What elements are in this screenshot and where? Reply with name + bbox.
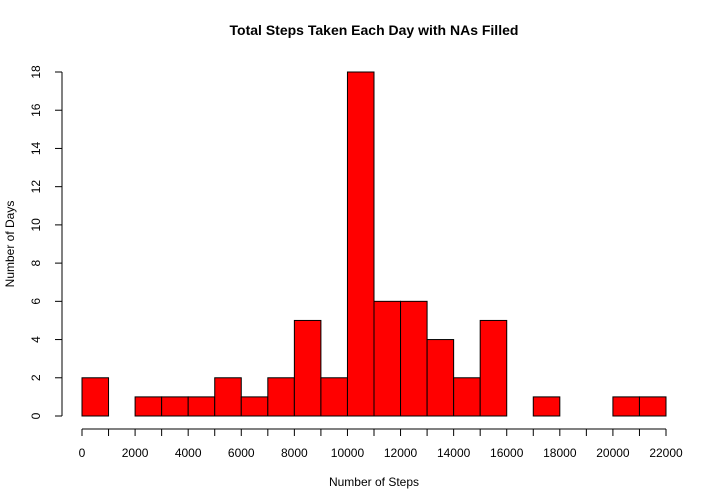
histogram-bar-5	[214, 377, 242, 417]
x-tick-label: 22000	[649, 446, 683, 460]
x-tick-label: 10000	[331, 446, 365, 460]
histogram-bar-21	[638, 396, 667, 417]
y-tick-label: 16	[29, 103, 43, 117]
y-tick-label: 18	[29, 65, 43, 79]
x-tick-label: 4000	[175, 446, 202, 460]
histogram-bar-15	[479, 319, 508, 417]
histogram-bar-0	[81, 377, 110, 417]
histogram-bar-7	[267, 377, 295, 417]
x-tick-label: 16000	[490, 446, 524, 460]
bars-group	[81, 71, 667, 417]
y-axis-label: Number of Days	[3, 201, 17, 288]
x-tick-label: 8000	[281, 446, 308, 460]
y-tick-label: 4	[29, 336, 43, 343]
histogram-bar-6	[240, 396, 269, 417]
y-tick-label: 14	[29, 141, 43, 155]
histogram-bar-20	[612, 396, 640, 417]
y-tick-label: 0	[29, 412, 43, 419]
y-axis: 0 2 4 6 8 10 12 14 16 18	[29, 65, 63, 419]
y-tick-label: 2	[29, 374, 43, 381]
histogram-bar-3	[161, 396, 189, 417]
histogram-bar-10	[346, 71, 375, 417]
x-tick-label: 14000	[437, 446, 471, 460]
y-tick-label: 10	[29, 218, 43, 232]
histogram-bar-4	[187, 396, 216, 417]
histogram-bar-11	[373, 300, 402, 417]
x-tick-label: 6000	[228, 446, 255, 460]
histogram-bar-17	[532, 396, 561, 417]
chart-title: Total Steps Taken Each Day with NAs Fill…	[230, 22, 519, 38]
y-tick-label: 8	[29, 259, 43, 266]
y-tick-label: 12	[29, 180, 43, 194]
x-tick-label: 18000	[543, 446, 577, 460]
histogram-bar-12	[400, 300, 428, 417]
x-axis-label: Number of Steps	[329, 475, 419, 489]
histogram-bar-14	[453, 377, 481, 417]
x-axis: 0 2000 4000 6000 8000 10000 12000 14000 16000 180…	[79, 428, 683, 460]
histogram-bar-2	[134, 396, 163, 417]
x-tick-label: 12000	[384, 446, 418, 460]
x-tick-label: 0	[79, 446, 86, 460]
y-tick-label: 6	[29, 298, 43, 305]
histogram-bar-8	[293, 319, 322, 417]
x-tick-label: 2000	[122, 446, 149, 460]
histogram-bar-13	[426, 339, 455, 417]
x-tick-label: 20000	[596, 446, 630, 460]
histogram-bar-9	[320, 377, 348, 417]
